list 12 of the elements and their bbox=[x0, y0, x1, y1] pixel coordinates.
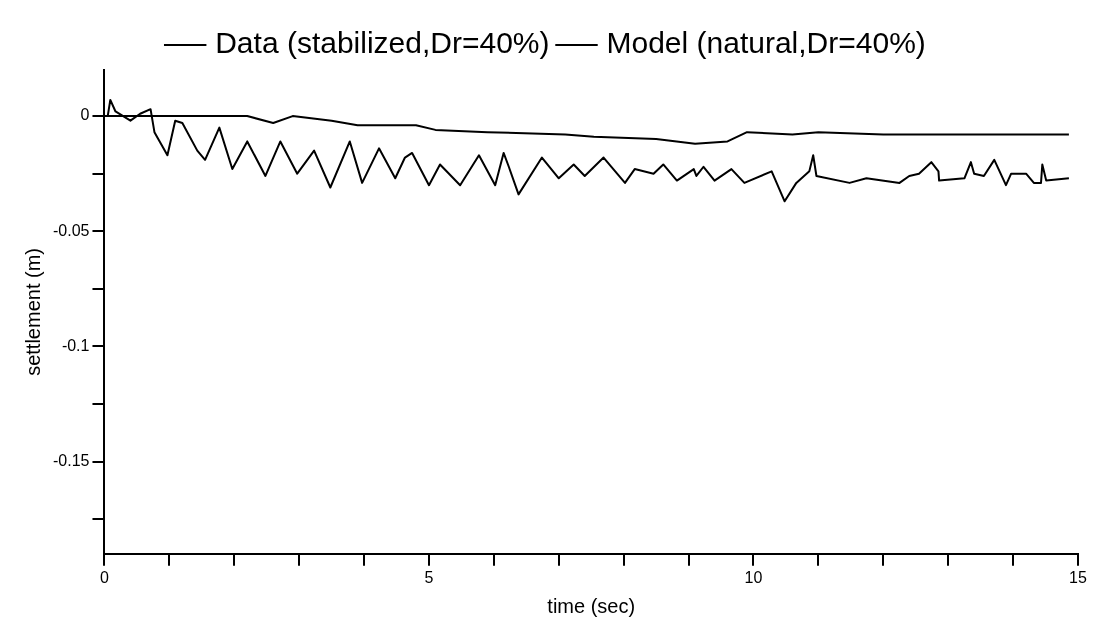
y-tick-label: 0 bbox=[80, 106, 90, 124]
y-tick-label: -0.15 bbox=[53, 452, 90, 470]
y-tick-label: -0.05 bbox=[53, 221, 90, 239]
x-tick-label: 15 bbox=[1069, 568, 1087, 586]
legend-label: Model (natural,Dr=40%) bbox=[606, 26, 926, 60]
x-tick-label: 5 bbox=[424, 568, 434, 586]
x-tick-label: 10 bbox=[744, 568, 763, 586]
y-tick-label: -0.1 bbox=[61, 336, 90, 354]
x-tick-label: 0 bbox=[100, 568, 110, 586]
legend-label: Data (stabilized,Dr=40%) bbox=[215, 26, 550, 60]
x-axis-title: time (sec) bbox=[547, 594, 636, 617]
y-axis-title: settlement (m) bbox=[21, 247, 44, 376]
